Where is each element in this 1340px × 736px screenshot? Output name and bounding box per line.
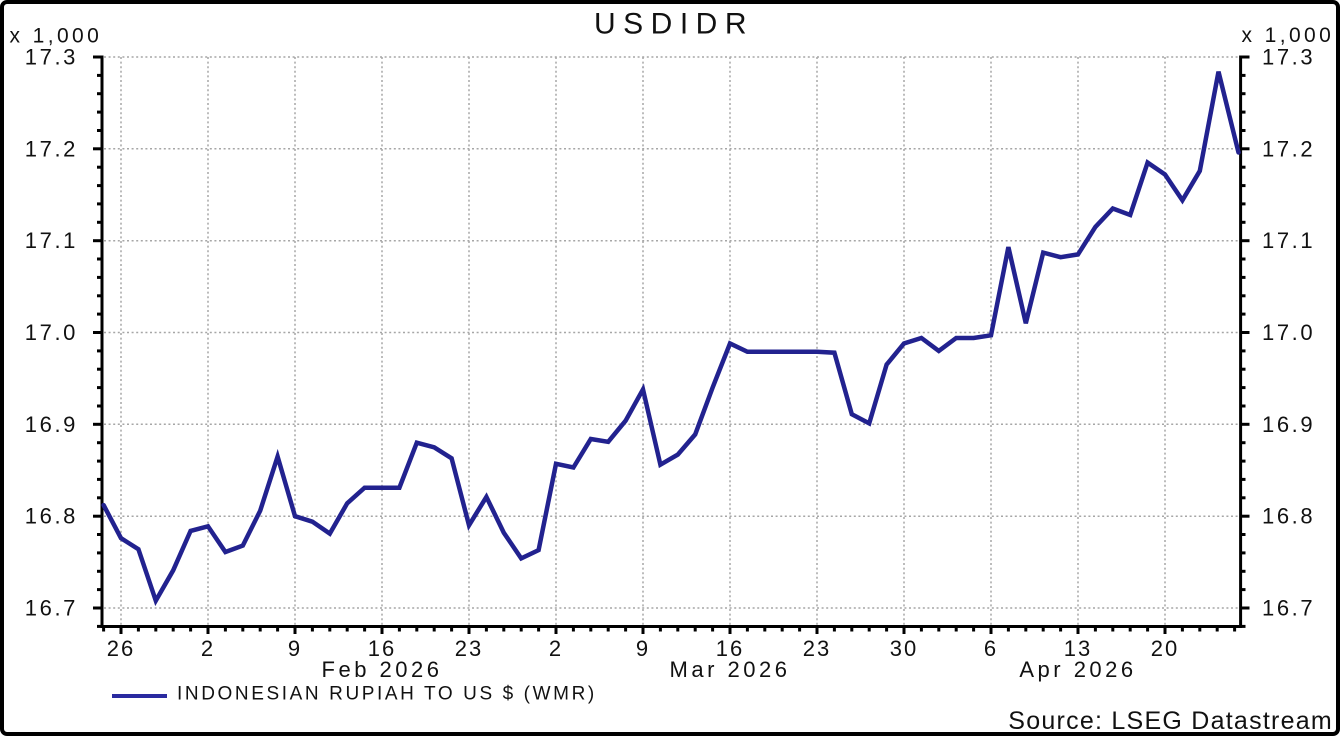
svg-text:9: 9 <box>288 636 302 661</box>
svg-text:17.0: 17.0 <box>1262 320 1315 345</box>
svg-text:16.9: 16.9 <box>1262 412 1315 437</box>
svg-text:16: 16 <box>716 636 744 661</box>
svg-text:Mar 2026: Mar 2026 <box>670 657 791 682</box>
svg-text:17.1: 17.1 <box>25 228 78 253</box>
svg-text:23: 23 <box>455 636 483 661</box>
svg-text:23: 23 <box>803 636 831 661</box>
svg-text:17.0: 17.0 <box>25 320 78 345</box>
svg-text:16.7: 16.7 <box>25 596 78 621</box>
svg-text:17.2: 17.2 <box>25 136 78 161</box>
svg-text:20: 20 <box>1151 636 1179 661</box>
svg-text:17.1: 17.1 <box>1262 228 1315 253</box>
svg-text:16.8: 16.8 <box>1262 504 1315 529</box>
svg-text:Apr 2026: Apr 2026 <box>1019 657 1136 682</box>
svg-text:16: 16 <box>368 636 396 661</box>
svg-text:30: 30 <box>890 636 918 661</box>
svg-text:26: 26 <box>107 636 135 661</box>
svg-text:2: 2 <box>201 636 215 661</box>
svg-text:USDIDR: USDIDR <box>594 8 754 41</box>
svg-text:16.9: 16.9 <box>25 412 78 437</box>
svg-text:Source: LSEG Datastream: Source: LSEG Datastream <box>1008 707 1333 735</box>
svg-text:13: 13 <box>1064 636 1092 661</box>
svg-text:17.3: 17.3 <box>1262 45 1315 70</box>
svg-text:Feb 2026: Feb 2026 <box>322 657 443 682</box>
svg-text:x 1,000: x 1,000 <box>10 25 103 48</box>
svg-text:INDONESIAN RUPIAH TO US $ (WMR: INDONESIAN RUPIAH TO US $ (WMR) <box>177 684 597 705</box>
svg-text:17.3: 17.3 <box>25 45 78 70</box>
svg-text:x 1,000: x 1,000 <box>1242 24 1335 47</box>
svg-text:9: 9 <box>636 636 650 661</box>
svg-text:2: 2 <box>549 636 563 661</box>
svg-text:16.8: 16.8 <box>25 504 78 529</box>
svg-text:17.2: 17.2 <box>1262 136 1315 161</box>
svg-text:6: 6 <box>984 636 998 661</box>
svg-text:16.7: 16.7 <box>1262 596 1315 621</box>
